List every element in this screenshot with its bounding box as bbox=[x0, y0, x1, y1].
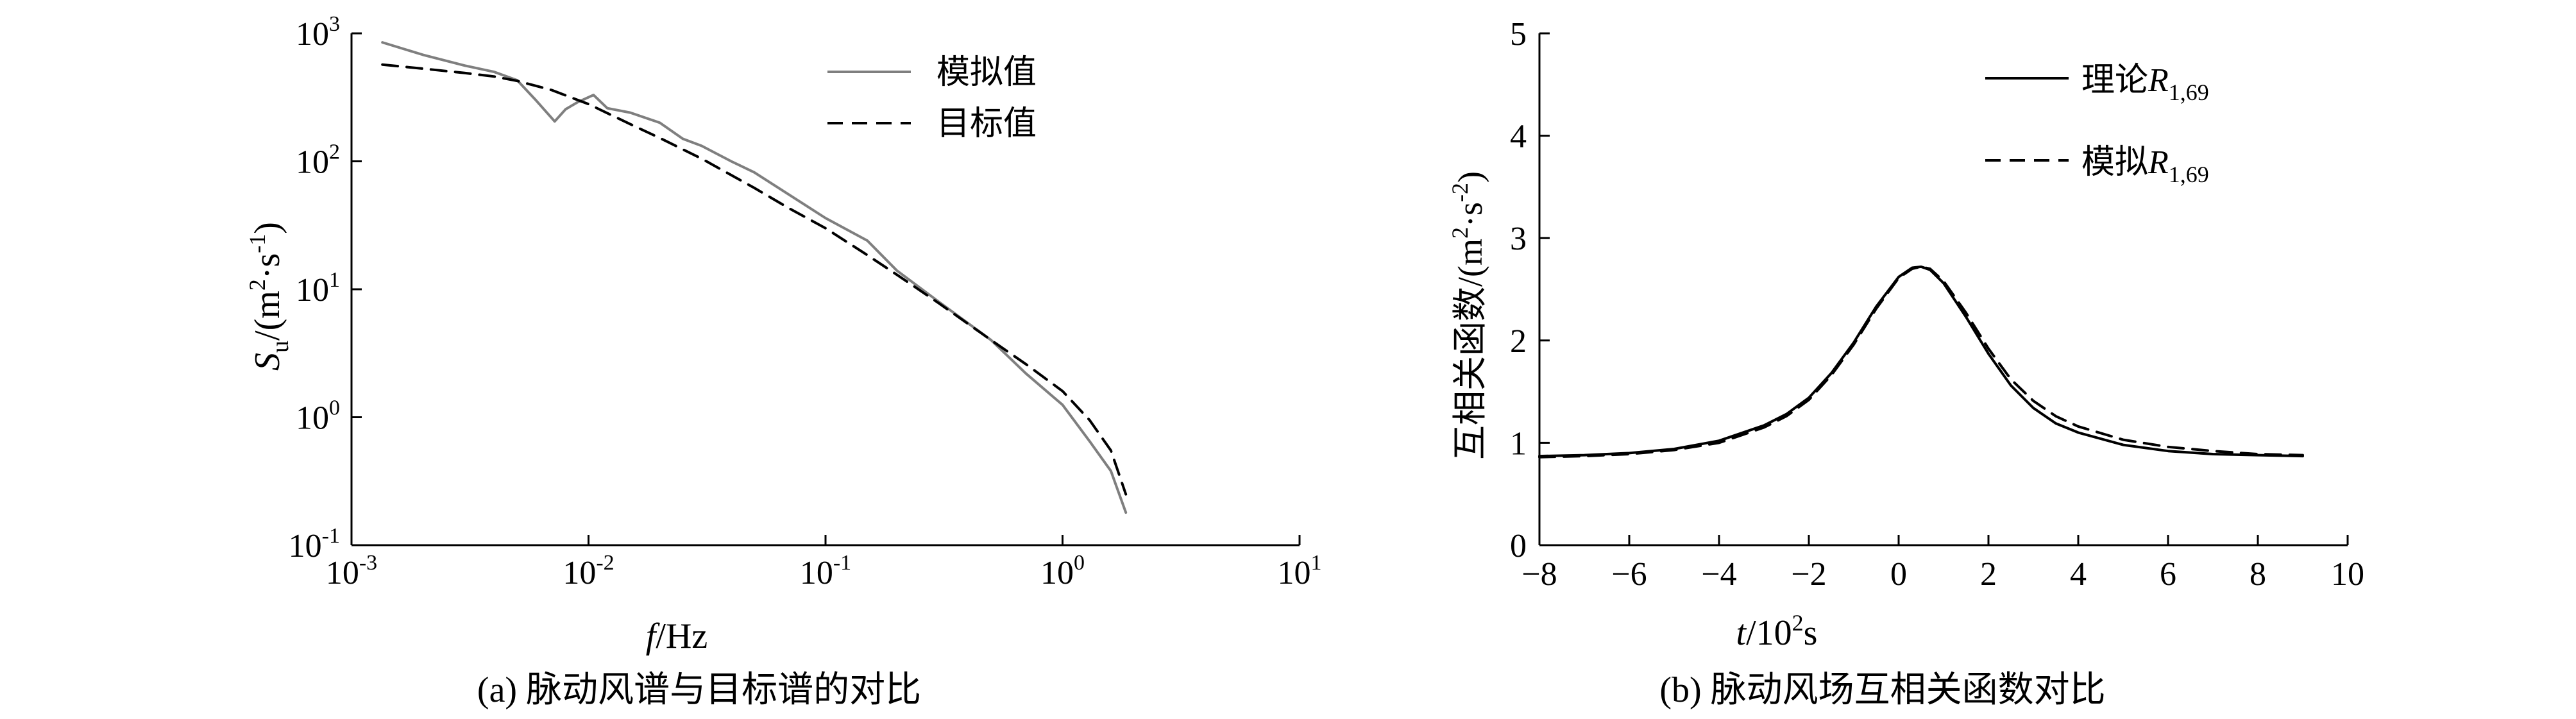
x-tick-label: 4 bbox=[2070, 556, 2087, 593]
legend-a-simulated-label: 模拟值 bbox=[936, 55, 1037, 91]
y-tick-label: 102 bbox=[296, 140, 340, 181]
y-tick-label: 1 bbox=[1510, 425, 1527, 462]
x-tick-label: 0 bbox=[1890, 556, 1907, 593]
y-tick-label: 5 bbox=[1510, 16, 1527, 53]
legend-b-simulated-label: 模拟R1,69 bbox=[2081, 144, 2209, 187]
y-tick-label: 0 bbox=[1510, 528, 1527, 564]
x-tick-label: −2 bbox=[1791, 556, 1826, 593]
x-tick-label: 101 bbox=[1278, 551, 1322, 591]
panel-a-series bbox=[381, 41, 1128, 514]
y-tick-label: 101 bbox=[296, 268, 340, 309]
x-tick-label: −6 bbox=[1611, 556, 1647, 593]
panel-b-correlation-chart: −8 −6 −4 −2 0 2 4 6 8 10 0 1 2 3 4 5 理论R1,69 模拟R1,69 t/… bbox=[1447, 16, 2364, 710]
y-tick-label: 100 bbox=[296, 396, 340, 437]
legend-a-target-label: 目标值 bbox=[936, 106, 1037, 142]
panel-a-x-axis-label: f/Hz bbox=[646, 616, 708, 656]
panel-b-axes bbox=[1538, 33, 2348, 546]
panel-a-caption: (a) 脉动风谱与目标谱的对比 bbox=[477, 670, 921, 710]
y-tick-label: 10-1 bbox=[289, 524, 340, 564]
y-tick-label: 4 bbox=[1510, 119, 1527, 155]
x-tick-label: −8 bbox=[1521, 556, 1557, 593]
panel-b-x-axis-label: t/102s bbox=[1736, 610, 1818, 653]
y-tick-label: 3 bbox=[1510, 221, 1527, 257]
x-tick-label: 100 bbox=[1040, 551, 1085, 591]
x-tick-label: 10-1 bbox=[800, 551, 851, 591]
simulated-spectrum-line bbox=[381, 41, 1128, 514]
x-tick-label: 10 bbox=[2331, 556, 2364, 593]
panel-b-legend: 理论R1,69 模拟R1,69 bbox=[1985, 62, 2209, 187]
panel-a-axes bbox=[350, 33, 1300, 546]
x-tick-label: 10-2 bbox=[563, 551, 614, 591]
simulated-correlation-line bbox=[1538, 265, 2304, 459]
legend-b-theory-label: 理论R1,69 bbox=[2081, 62, 2209, 105]
panel-a-ticks: 10-3 10-2 10-1 100 101 10-1 100 101 102 103 bbox=[289, 12, 1322, 591]
panel-b-series bbox=[1538, 265, 2304, 459]
panel-a-spectrum-chart: 10-3 10-2 10-1 100 101 10-1 100 101 102 103 模拟值 目… bbox=[244, 12, 1322, 710]
theoretical-correlation-line bbox=[1538, 265, 2304, 458]
panel-a-y-axis-label: Su/(m2·s-1) bbox=[244, 222, 294, 371]
target-spectrum-line bbox=[381, 63, 1128, 496]
panel-b-y-axis-label: 互相关函数/(m2·s-2) bbox=[1447, 171, 1489, 460]
x-tick-label: 2 bbox=[1980, 556, 1997, 593]
panel-b-caption: (b) 脉动风场互相关函数对比 bbox=[1659, 670, 2105, 710]
x-tick-label: 10-3 bbox=[326, 551, 377, 591]
panel-a-legend: 模拟值 目标值 bbox=[827, 55, 1037, 142]
y-tick-label: 103 bbox=[296, 12, 340, 53]
y-tick-label: 2 bbox=[1510, 323, 1527, 360]
x-tick-label: 6 bbox=[2160, 556, 2176, 593]
x-tick-label: 8 bbox=[2250, 556, 2266, 593]
x-tick-label: −4 bbox=[1701, 556, 1736, 593]
panel-b-ticks: −8 −6 −4 −2 0 2 4 6 8 10 0 1 2 3 4 5 bbox=[1510, 16, 2364, 593]
